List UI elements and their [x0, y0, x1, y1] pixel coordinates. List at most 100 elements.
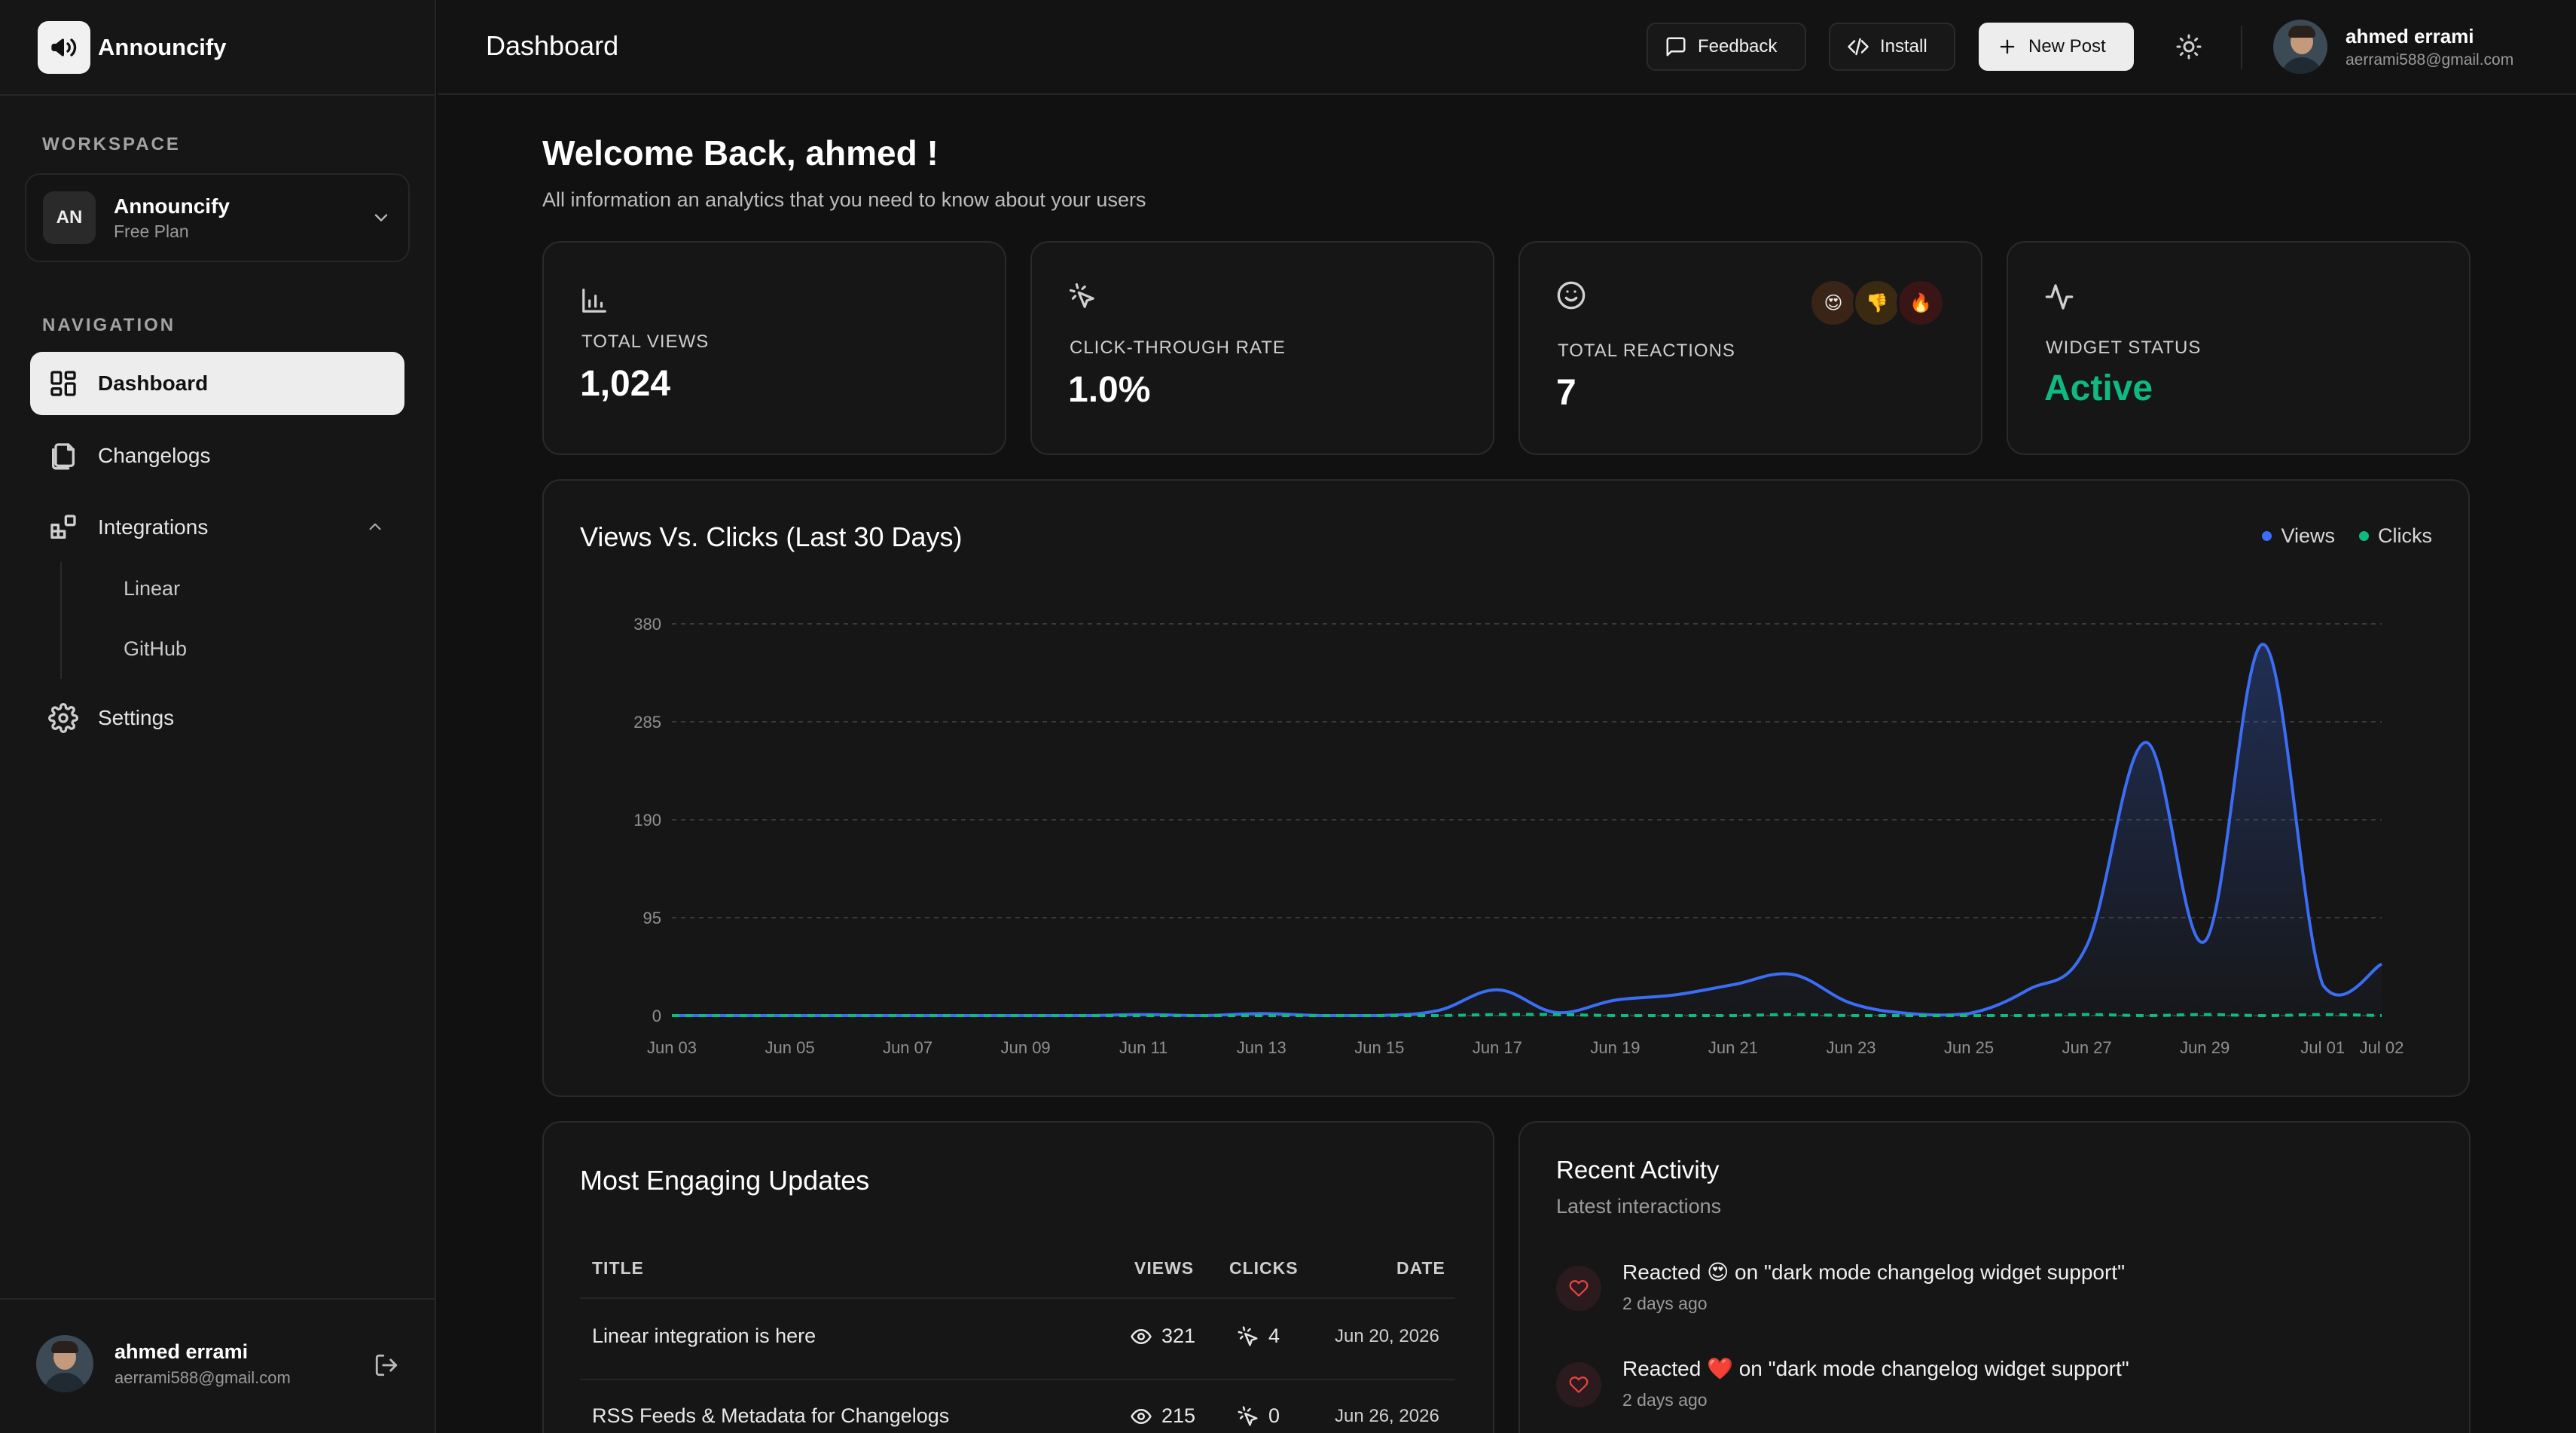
sidebar-item-settings[interactable]: Settings [30, 686, 404, 750]
x-tick-label: Jun 25 [1944, 1038, 1994, 1057]
card-title: Most Engaging Updates [580, 1165, 870, 1196]
code-icon [1848, 38, 1869, 56]
clicks-count: 4 [1268, 1325, 1280, 1347]
x-tick-label: Jun 13 [1237, 1038, 1286, 1057]
header-separator [2241, 26, 2242, 69]
header-user[interactable]: ahmed errami aerrami588@gmail.com [2273, 20, 2513, 74]
plus-icon [2000, 39, 2015, 54]
y-tick-label: 0 [652, 1007, 661, 1025]
stat-card-total-views: TOTAL VIEWS 1,024 [542, 241, 1006, 455]
workspace-plan: Free Plan [114, 221, 189, 241]
sidebar-item-dashboard[interactable]: Dashboard [30, 352, 404, 415]
legend-dot [2359, 531, 2369, 541]
row-title: Linear integration is here [592, 1325, 816, 1347]
views-count: 321 [1161, 1325, 1196, 1347]
stat-label: TOTAL REACTIONS [1558, 341, 1735, 361]
reaction-emojis: 😍 👎 🔥 [1809, 279, 1945, 327]
chevron-up-icon [365, 517, 385, 536]
y-tick-label: 190 [633, 811, 661, 830]
sidebar-item-linear[interactable]: Linear [124, 577, 181, 600]
x-tick-label: Jun 19 [1590, 1038, 1640, 1057]
activity-text: Reacted 😍 on "dark mode changelog widget… [1622, 1260, 2126, 1284]
x-tick-label: Jul 02 [2360, 1038, 2404, 1057]
stat-value: 1.0% [1068, 370, 1151, 410]
sun-icon[interactable] [2175, 33, 2202, 60]
views-clicks-chart-card: Views Vs. Clicks (Last 30 Days) Views Cl… [542, 479, 2470, 1097]
row-views: 215 [1130, 1404, 1195, 1428]
row-clicks: 0 [1237, 1404, 1280, 1428]
navigation-label: NAVIGATION [42, 315, 176, 335]
files-icon [52, 443, 75, 470]
sidebar-item-integrations[interactable]: Integrations [30, 496, 404, 559]
column-header-views: VIEWS [1134, 1258, 1195, 1278]
chevron-down-icon [371, 207, 392, 228]
stat-card-widget-status: WIDGET STATUS Active [2007, 241, 2471, 455]
user-name: ahmed errami [114, 1340, 249, 1363]
activity-time: 2 days ago [1622, 1294, 1708, 1313]
x-tick-label: Jun 21 [1708, 1038, 1758, 1057]
sidebar-item-changelogs[interactable]: Changelogs [30, 424, 404, 487]
sidebar: Announcify WORKSPACE AN Announcify Free … [0, 0, 436, 1433]
sidebar-divider [0, 94, 435, 96]
mouse-pointer-click-icon [1069, 283, 1094, 308]
workspace-name: Announcify [114, 194, 230, 218]
list-item[interactable]: Reacted 😍 on "dark mode changelog widget… [1556, 1260, 2125, 1314]
sidebar-item-label: Changelogs [98, 444, 211, 467]
x-tick-label: Jun 23 [1826, 1038, 1876, 1057]
recent-activity-card: Recent Activity Latest interactions Reac… [1518, 1121, 2471, 1433]
stat-label: TOTAL VIEWS [581, 332, 710, 352]
card-title: Recent Activity [1556, 1156, 1720, 1184]
x-tick-label: Jun 07 [883, 1038, 932, 1057]
bar-chart-icon [582, 289, 606, 313]
user-email: aerrami588@gmail.com [2346, 50, 2514, 69]
stat-label: WIDGET STATUS [2046, 338, 2202, 358]
line-chart: 0 95 190 285 380 Jun 03 Jun 05 Jun 07 Jun 09 Jun … [633, 615, 2404, 1057]
reaction-emoji: 👎 [1853, 279, 1901, 327]
avatar [2273, 20, 2327, 74]
workspace-switcher[interactable]: AN Announcify Free Plan [25, 173, 410, 262]
stat-card-ctr: CLICK-THROUGH RATE 1.0% [1030, 241, 1494, 455]
table-divider [580, 1379, 1455, 1380]
x-tick-label: Jun 05 [765, 1038, 815, 1057]
x-tick-label: Jun 03 [647, 1038, 697, 1057]
sidebar-item-label: Integrations [98, 515, 209, 539]
row-clicks: 4 [1237, 1325, 1280, 1348]
heart-icon [1556, 1266, 1601, 1311]
chart-title: Views Vs. Clicks (Last 30 Days) [580, 521, 963, 552]
row-title: RSS Feeds & Metadata for Changelogs [592, 1404, 950, 1427]
legend-item-clicks[interactable]: Clicks [2359, 524, 2432, 548]
views-count: 215 [1161, 1404, 1196, 1427]
reaction-emoji: 😍 [1809, 279, 1857, 327]
list-item[interactable]: Reacted ❤️ on "dark mode changelog widge… [1556, 1356, 2129, 1410]
sidebar-item-github[interactable]: GitHub [124, 637, 188, 660]
card-subtitle: Latest interactions [1556, 1195, 1722, 1218]
series-area-views [672, 644, 2382, 1016]
user-email: aerrami588@gmail.com [114, 1367, 291, 1387]
logout-icon[interactable] [374, 1352, 399, 1378]
brand-name: Announcify [98, 34, 227, 60]
stat-card-reactions: 😍 👎 🔥 TOTAL REACTIONS 7 [1518, 241, 1982, 455]
activity-icon [2045, 284, 2074, 310]
submenu-line [60, 562, 62, 679]
column-header-clicks: CLICKS [1229, 1258, 1299, 1278]
mouse-pointer-click-icon [1238, 1406, 1258, 1425]
install-label: Install [1880, 36, 1927, 57]
mouse-pointer-click-icon [1238, 1326, 1258, 1346]
activity-time: 2 days ago [1622, 1390, 1708, 1410]
sidebar-user[interactable]: ahmed errami aerrami588@gmail.com [36, 1335, 291, 1392]
workspace-label: WORKSPACE [42, 134, 181, 154]
y-tick-label: 285 [633, 713, 661, 732]
layout-grid-icon [50, 371, 76, 396]
x-tick-label: Jun 27 [2062, 1038, 2112, 1057]
stat-value: 1,024 [580, 364, 671, 404]
feedback-button[interactable]: Feedback [1647, 23, 1806, 71]
legend-item-views[interactable]: Views [2262, 524, 2335, 548]
y-tick-label: 95 [643, 909, 661, 927]
install-button[interactable]: Install [1829, 23, 1955, 71]
new-post-label: New Post [2028, 36, 2106, 57]
table-divider [580, 1297, 1455, 1299]
user-name: ahmed errami [2346, 24, 2474, 47]
sidebar-footer-divider [0, 1298, 435, 1300]
brand[interactable]: Announcify [38, 21, 227, 74]
new-post-button[interactable]: New Post [1979, 23, 2134, 71]
